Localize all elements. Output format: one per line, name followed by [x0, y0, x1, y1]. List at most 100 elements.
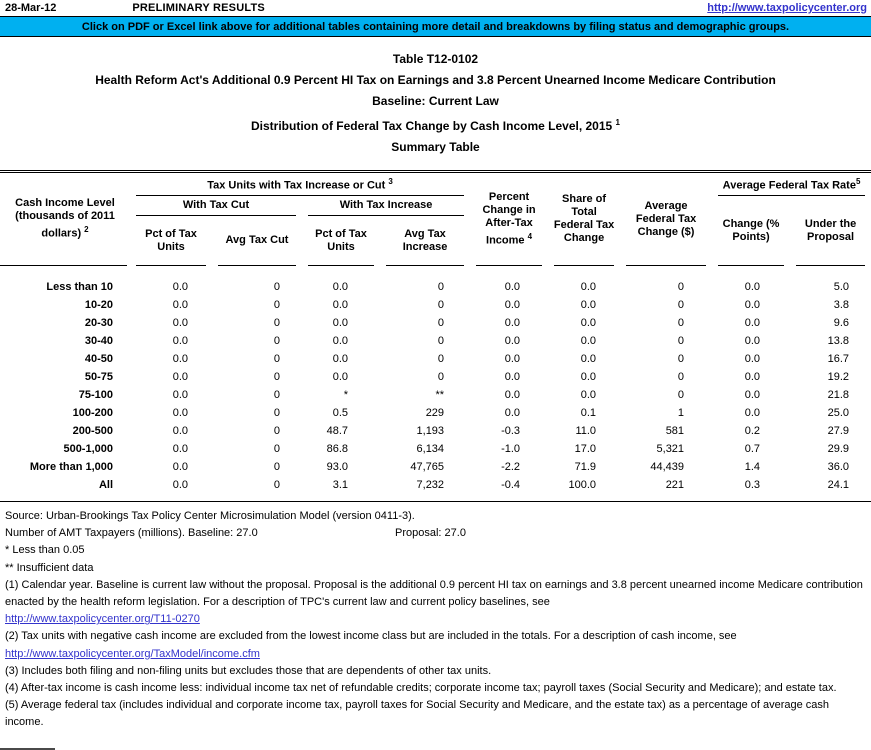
source-note: Source: Urban-Brookings Tax Policy Cente… — [5, 510, 415, 522]
col-header-avg-tax-increase: Avg Tax Increase — [380, 216, 470, 266]
table-cell: 29.9 — [827, 442, 850, 455]
table-cell: 0.0 — [172, 442, 188, 455]
distribution-title: Distribution of Federal Tax Change by Ca… — [250, 118, 620, 133]
row-label: 75-100 — [78, 388, 113, 401]
baseline-title: Baseline: Current Law — [372, 94, 499, 108]
table-cell: * — [343, 388, 348, 401]
table-cell: 0.0 — [580, 334, 597, 347]
banner-text: Click on PDF or Excel link above for add… — [81, 20, 790, 33]
table-cell: 0 — [677, 298, 685, 311]
preliminary-results-label: PRELIMINARY RESULTS — [132, 2, 265, 14]
table-cell: 11.0 — [575, 424, 597, 437]
table-cell: 0.0 — [332, 316, 348, 329]
table-cell: 0 — [273, 442, 280, 455]
table-cell: -0.4 — [501, 478, 521, 491]
row-label: 200-500 — [72, 424, 113, 437]
summary-table-title: Summary Table — [391, 140, 480, 154]
table-cell: 0 — [677, 388, 685, 401]
table-cell: 0 — [677, 352, 685, 365]
table-cell: 0.0 — [504, 370, 521, 383]
table-cell: 0.0 — [172, 460, 188, 473]
row-label: 20-30 — [84, 316, 113, 329]
table-body: Less than 10 0.0 0 0.0 0 0.0 0.0 0 0.0 5.0 10-20 0.… — [0, 266, 871, 494]
table-cell: 0.0 — [504, 298, 521, 311]
table-cell: 48.7 — [326, 424, 348, 437]
footnote-ref-1: 1 — [615, 118, 620, 127]
table-cell: 47,765 — [410, 460, 445, 473]
table-cell: 0.0 — [504, 316, 521, 329]
amt-proposal-label: Proposal: 27.0 — [395, 527, 466, 540]
table-cell: 0 — [437, 352, 445, 365]
table-cell: 0.0 — [744, 316, 761, 329]
table-row: 20-30 0.0 0 0.0 0 0.0 0.0 0 0.0 9.6 — [0, 314, 871, 332]
table-cell: 25.0 — [827, 406, 850, 419]
table-cell: 0 — [273, 334, 280, 347]
table-cell: 0.0 — [172, 370, 188, 383]
row-label: 40-50 — [84, 352, 113, 365]
group-header-with-tax-cut: With Tax Cut — [130, 196, 302, 216]
row-label: 30-40 — [84, 334, 113, 347]
spacer-row — [0, 494, 871, 502]
table-number-title: Table T12-0102 — [392, 52, 479, 66]
table-cell: 0.7 — [744, 442, 761, 455]
table-cell: 24.1 — [827, 478, 850, 491]
table-cell: 86.8 — [326, 442, 348, 455]
table-cell: 0.0 — [504, 406, 521, 419]
footnote-ref-2: 2 — [84, 225, 89, 235]
table-cell: 0.0 — [504, 352, 521, 365]
table-cell: 0.0 — [744, 388, 761, 401]
table-cell: 0.0 — [504, 280, 521, 293]
table-cell: 221 — [665, 478, 685, 491]
taxpolicycenter-link[interactable]: http://www.taxpolicycenter.org — [707, 2, 867, 14]
notes-section: Source: Urban-Brookings Tax Policy Cente… — [0, 502, 871, 732]
col-header-pct-change-after-tax-income: Percent Change in After-Tax Income 4 — [470, 172, 548, 266]
table-cell: 0.0 — [580, 352, 597, 365]
footnote-ref-5: 5 — [855, 177, 861, 187]
table-cell: 0.1 — [580, 406, 597, 419]
table-cell: -0.3 — [501, 424, 521, 437]
table-cell: 36.0 — [827, 460, 850, 473]
footnote-1: (1) Calendar year. Baseline is current l… — [5, 578, 863, 609]
table-cell: 0 — [437, 298, 445, 311]
row-label: 500-1,000 — [63, 442, 113, 455]
table-row: 50-75 0.0 0 0.0 0 0.0 0.0 0 0.0 19.2 — [0, 368, 871, 386]
table-cell: 44,439 — [650, 460, 685, 473]
title-block: Table T12-0102 Health Reform Act's Addit… — [0, 49, 871, 158]
table-cell: 93.0 — [326, 460, 348, 473]
table-cell: 100.0 — [568, 478, 597, 491]
t11-0270-link[interactable]: http://www.taxpolicycenter.org/T11-0270 — [5, 613, 200, 626]
main-title: Health Reform Act's Additional 0.9 Perce… — [95, 73, 776, 87]
table-cell: 0.0 — [332, 352, 348, 365]
top-link-wrap: http://www.taxpolicycenter.org — [707, 2, 867, 14]
col-header-rate-under-proposal: Under the Proposal — [790, 196, 871, 266]
table-cell: 0 — [437, 280, 445, 293]
table-cell: 0 — [437, 316, 445, 329]
row-label: 50-75 — [84, 370, 113, 383]
table-cell: 0.0 — [172, 280, 188, 293]
table-cell: 0 — [273, 370, 280, 383]
footnote-3: (3) Includes both filing and non-filing … — [5, 664, 492, 677]
table-cell: 0.0 — [504, 388, 521, 401]
table-cell: 0 — [273, 478, 280, 491]
table-cell: 13.8 — [827, 334, 850, 347]
doublestar-note: ** Insufficient data — [5, 561, 94, 574]
table-cell: -1.0 — [501, 442, 521, 455]
table-row: 500-1,000 0.0 0 86.8 6,134 -1.0 17.0 5,321 0.7 29… — [0, 440, 871, 458]
footnote-1-link-line: http://www.taxpolicycenter.org/T11-0270 — [5, 611, 866, 628]
table-cell: 0.0 — [172, 298, 188, 311]
footnote-ref-3: 3 — [388, 177, 393, 187]
table-cell: 0.0 — [172, 478, 188, 491]
table-cell: 7,232 — [416, 478, 445, 491]
table-cell: 0 — [437, 334, 445, 347]
amt-baseline-label: Number of AMT Taxpayers (millions). Base… — [5, 527, 258, 540]
table-cell: 1,193 — [416, 424, 445, 437]
table-cell: 0 — [273, 280, 280, 293]
footnote-5: (5) Average federal tax (includes indivi… — [5, 699, 830, 729]
income-cfm-link[interactable]: http://www.taxpolicycenter.org/TaxModel/… — [5, 647, 260, 660]
table-body-end — [0, 494, 871, 502]
table-cell: 0 — [273, 388, 280, 401]
table-row: 10-20 0.0 0 0.0 0 0.0 0.0 0 0.0 3.8 — [0, 296, 871, 314]
table-cell: 0.5 — [332, 406, 348, 419]
footnote-4: (4) After-tax income is cash income less… — [5, 682, 837, 695]
date-label: 28-Mar-12 — [5, 2, 57, 14]
